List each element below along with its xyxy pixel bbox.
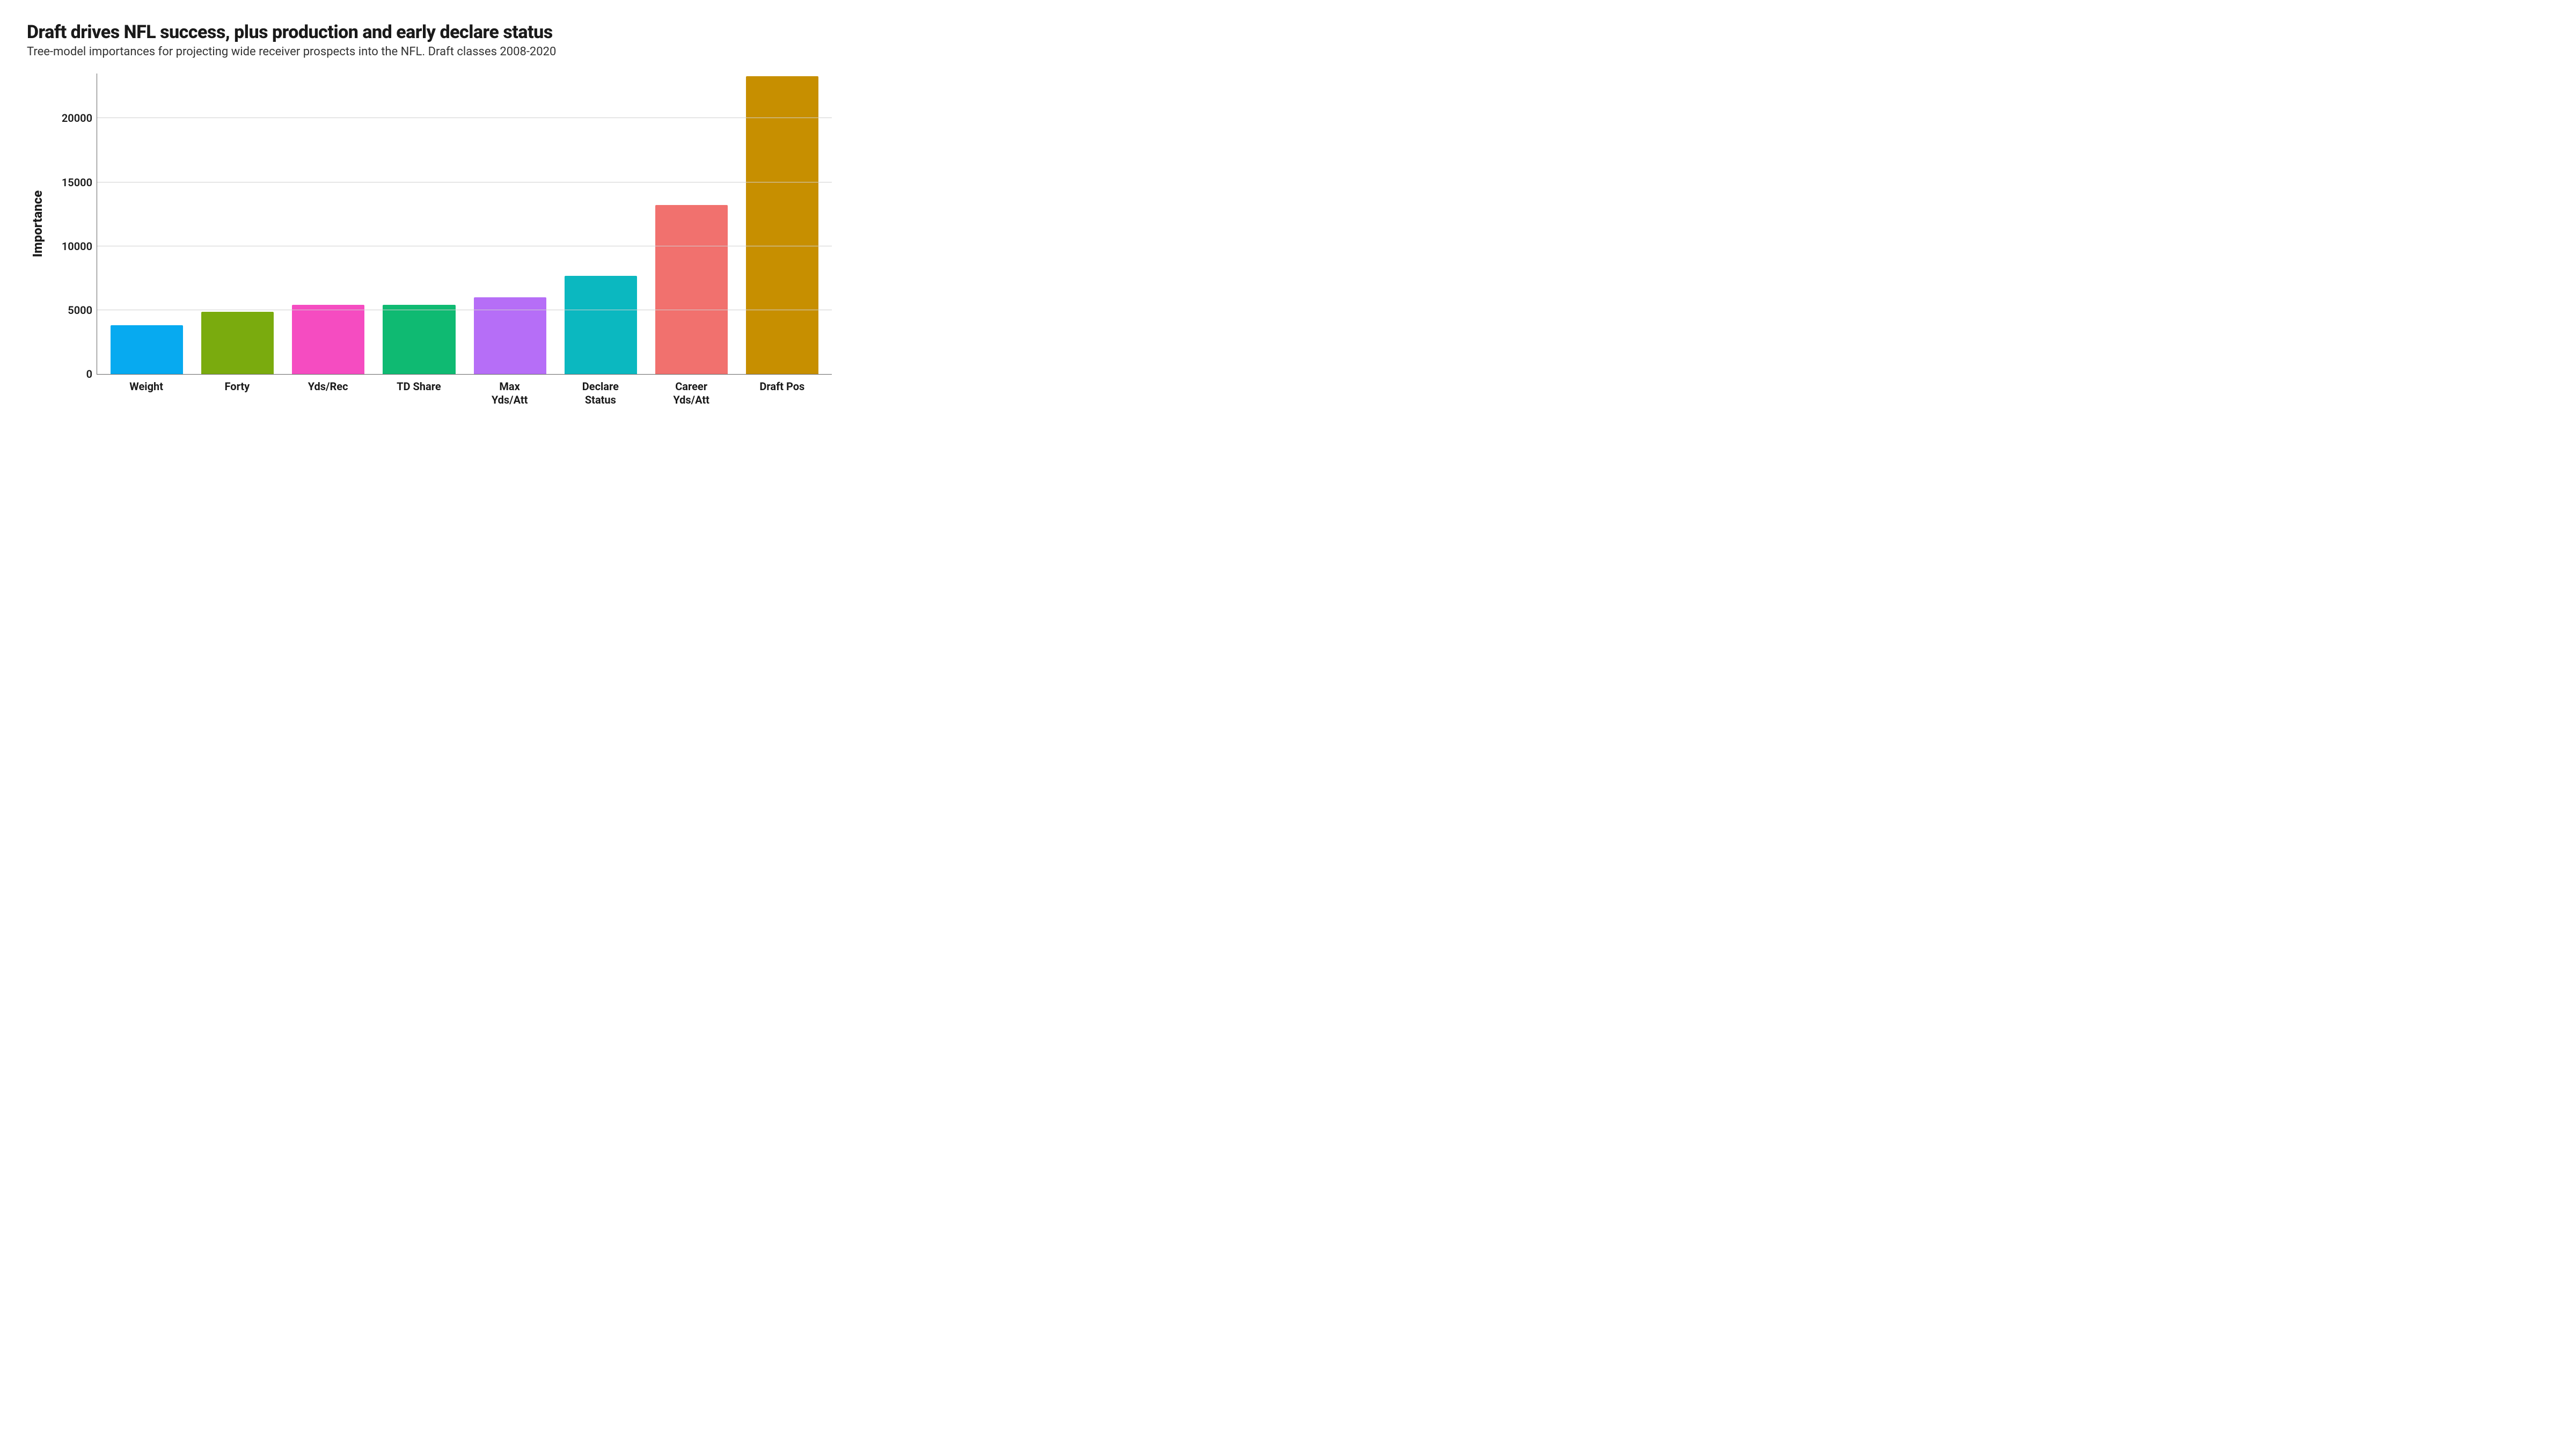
bar-slot (192, 74, 283, 374)
y-tick-label: 5000 (68, 304, 92, 317)
bar (746, 76, 818, 374)
x-tick-label: Weight (101, 380, 192, 407)
bar (201, 312, 274, 374)
chart-title: Draft drives NFL success, plus productio… (27, 21, 832, 43)
x-tick-label: DeclareStatus (555, 380, 646, 407)
y-tick-label: 0 (86, 368, 92, 380)
y-tick-label: 20000 (62, 112, 92, 125)
bar (474, 297, 546, 374)
plot: Importance 05000100001500020000 (27, 74, 832, 374)
bar-slot (465, 74, 555, 374)
x-tick-label: Forty (192, 380, 282, 407)
chart-container: Draft drives NFL success, plus productio… (27, 21, 832, 407)
bars-group (97, 74, 832, 374)
bar-slot (374, 74, 464, 374)
y-axis-label: Importance (30, 191, 45, 257)
x-axis: WeightFortyYds/RecTD ShareMaxYds/AttDecl… (27, 374, 832, 407)
bar-slot (555, 74, 646, 374)
bar-slot (646, 74, 737, 374)
x-tick-label: MaxYds/Att (464, 380, 555, 407)
bar-slot (737, 74, 828, 374)
bar (111, 325, 183, 374)
bar-slot (283, 74, 374, 374)
bar (292, 305, 364, 374)
bar (383, 305, 455, 374)
y-tick-label: 15000 (62, 176, 92, 189)
y-axis: 05000100001500020000 (48, 74, 97, 374)
chart-subtitle: Tree-model importances for projecting wi… (27, 45, 832, 58)
y-axis-label-wrap: Importance (27, 74, 48, 374)
x-axis-ticks: WeightFortyYds/RecTD ShareMaxYds/AttDecl… (97, 374, 832, 407)
x-tick-label: Yds/Rec (283, 380, 374, 407)
bar (655, 205, 728, 374)
x-tick-label: CareerYds/Att (646, 380, 737, 407)
x-tick-label: TD Share (374, 380, 464, 407)
bar (565, 276, 637, 374)
plot-area (97, 74, 832, 374)
bar-slot (101, 74, 192, 374)
y-tick-label: 10000 (62, 240, 92, 253)
x-tick-label: Draft Pos (737, 380, 828, 407)
